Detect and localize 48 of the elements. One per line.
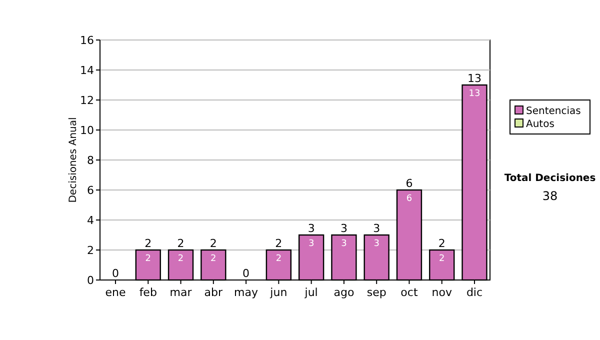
x-tick-label: may	[234, 286, 259, 299]
data-label: 3	[341, 239, 347, 249]
total-label: 13	[468, 72, 482, 85]
x-tick-label: feb	[139, 286, 157, 299]
data-label: 13	[468, 89, 480, 99]
text: 38	[542, 189, 558, 203]
data-label: 3	[308, 239, 314, 249]
total-label: 2	[177, 237, 184, 250]
y-tick-label: 16	[80, 34, 94, 47]
legend-label: Sentencias	[526, 106, 581, 117]
total-label: 0	[242, 267, 250, 280]
y-tick-label: 14	[80, 64, 94, 77]
y-tick-label: 10	[80, 124, 94, 137]
total-label: 2	[144, 237, 152, 250]
y-tick-label: 4	[87, 214, 94, 227]
x-tick-label: sep	[366, 286, 386, 299]
x-tick-label: dic	[466, 286, 483, 299]
total-label: 2	[438, 237, 446, 250]
y-axis-title: Decisiones Anual	[68, 117, 79, 203]
x-tick-label: oct	[400, 286, 418, 299]
x-tick-label: nov	[432, 286, 452, 299]
data-label: 2	[210, 254, 216, 264]
y-tick-label: 0	[87, 274, 94, 287]
y-tick-label: 12	[80, 94, 94, 107]
data-label: 2	[438, 254, 445, 264]
y-tick-label: 8	[87, 154, 94, 167]
y-tick-label: 2	[87, 244, 94, 257]
total-label: 2	[210, 237, 217, 250]
x-tick-label: jul	[304, 286, 318, 299]
total-label: 3	[373, 222, 380, 235]
data-label: 2	[178, 254, 184, 264]
total-label: 3	[340, 222, 348, 235]
total-label: 3	[308, 222, 315, 235]
total-label: 6	[406, 177, 413, 190]
y-tick-label: 6	[87, 184, 94, 197]
text: Total Decisiones	[504, 173, 596, 184]
x-tick-label: ago	[334, 286, 354, 299]
total-label: 2	[275, 237, 282, 250]
x-tick-label: mar	[170, 286, 192, 299]
data-label: 3	[374, 239, 380, 249]
data-label: 2	[145, 254, 152, 264]
data-label: 6	[406, 194, 412, 204]
total-label: 0	[112, 267, 119, 280]
x-tick-label: jun	[269, 286, 288, 299]
x-tick-label: abr	[204, 286, 224, 299]
x-tick-label: ene	[105, 286, 126, 299]
legend-label: Autos	[526, 119, 554, 130]
data-label: 2	[276, 254, 282, 264]
